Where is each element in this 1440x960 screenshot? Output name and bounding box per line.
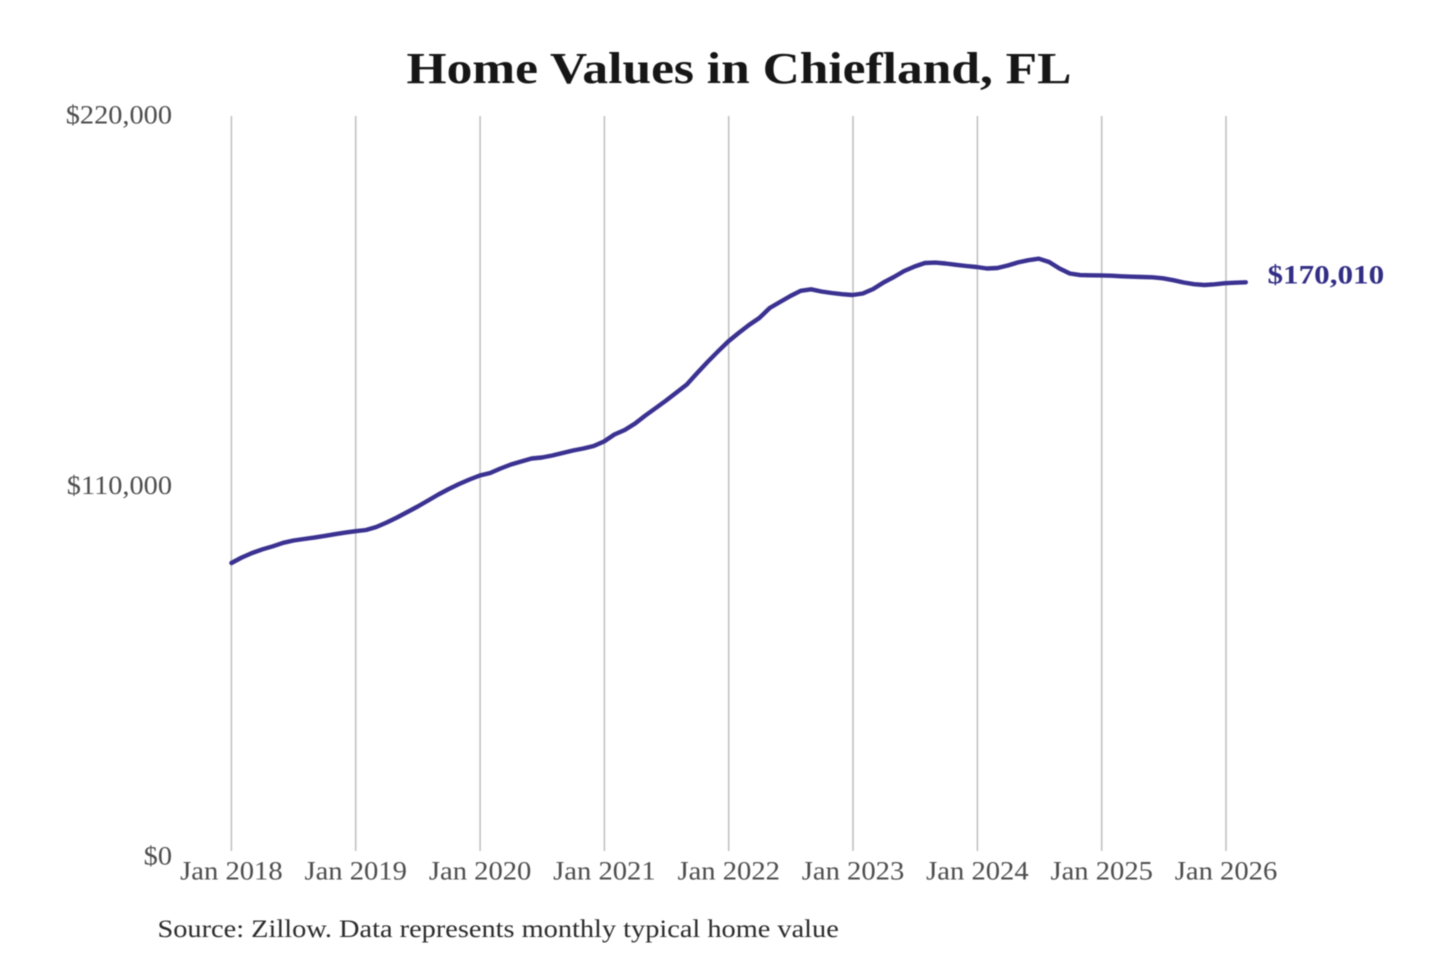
svg-text:$0: $0 [144, 842, 172, 871]
svg-text:Jan 2020: Jan 2020 [429, 857, 531, 886]
svg-text:$220,000: $220,000 [66, 101, 172, 130]
svg-text:Jan 2023: Jan 2023 [802, 857, 904, 886]
svg-text:Jan 2024: Jan 2024 [926, 857, 1029, 886]
svg-text:Jan 2021: Jan 2021 [553, 857, 655, 886]
svg-text:Jan 2026: Jan 2026 [1175, 857, 1277, 886]
svg-text:Jan 2025: Jan 2025 [1050, 857, 1152, 886]
svg-text:Source: Zillow. Data represent: Source: Zillow. Data represents monthly … [158, 915, 839, 943]
svg-text:$110,000: $110,000 [67, 471, 172, 500]
svg-text:Jan 2018: Jan 2018 [180, 857, 282, 886]
svg-text:Home Values in Chiefland, FL: Home Values in Chiefland, FL [407, 44, 1072, 93]
svg-text:Jan 2022: Jan 2022 [677, 857, 779, 886]
svg-text:$170,010: $170,010 [1268, 261, 1385, 290]
svg-text:Jan 2019: Jan 2019 [304, 857, 406, 886]
